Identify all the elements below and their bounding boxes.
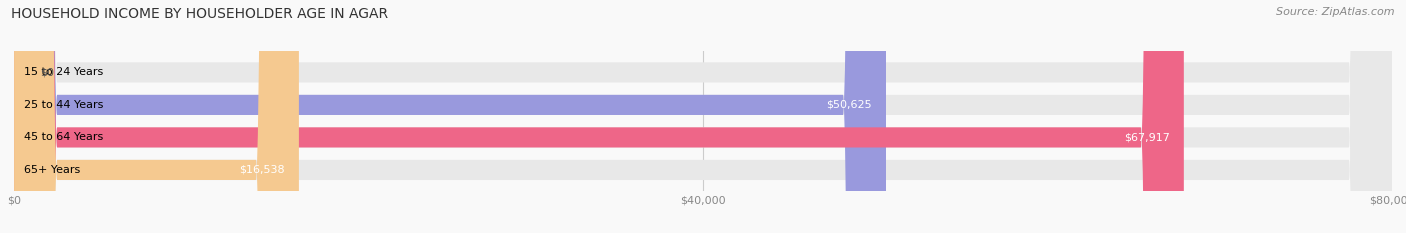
Text: $67,917: $67,917 bbox=[1125, 132, 1170, 142]
Text: 25 to 44 Years: 25 to 44 Years bbox=[24, 100, 104, 110]
Text: 65+ Years: 65+ Years bbox=[24, 165, 80, 175]
Text: 45 to 64 Years: 45 to 64 Years bbox=[24, 132, 104, 142]
Text: HOUSEHOLD INCOME BY HOUSEHOLDER AGE IN AGAR: HOUSEHOLD INCOME BY HOUSEHOLDER AGE IN A… bbox=[11, 7, 388, 21]
FancyBboxPatch shape bbox=[14, 0, 1392, 233]
Text: 15 to 24 Years: 15 to 24 Years bbox=[24, 67, 104, 77]
FancyBboxPatch shape bbox=[14, 0, 1184, 233]
FancyBboxPatch shape bbox=[14, 0, 1392, 233]
FancyBboxPatch shape bbox=[14, 0, 886, 233]
FancyBboxPatch shape bbox=[14, 0, 299, 233]
Text: $0: $0 bbox=[39, 67, 53, 77]
Text: $16,538: $16,538 bbox=[239, 165, 285, 175]
FancyBboxPatch shape bbox=[14, 0, 1392, 233]
Text: $50,625: $50,625 bbox=[827, 100, 872, 110]
Text: Source: ZipAtlas.com: Source: ZipAtlas.com bbox=[1277, 7, 1395, 17]
FancyBboxPatch shape bbox=[14, 0, 1392, 233]
